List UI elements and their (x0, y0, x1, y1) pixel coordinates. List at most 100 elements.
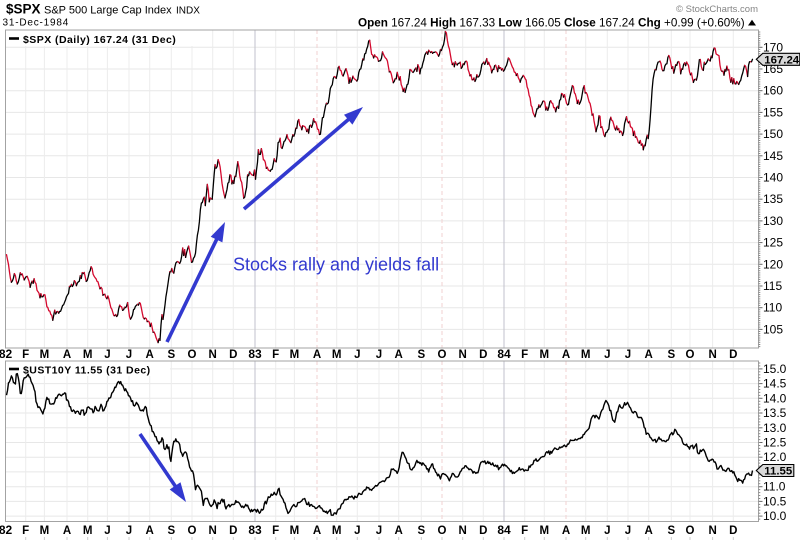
svg-text:M: M (581, 525, 591, 537)
svg-text:S: S (417, 525, 425, 537)
svg-text:11.55: 11.55 (764, 466, 793, 478)
svg-text:M: M (332, 525, 342, 537)
svg-text:J: J (354, 525, 360, 537)
svg-text:O: O (686, 349, 695, 361)
svg-text:M: M (290, 349, 300, 361)
svg-text:M: M (40, 349, 50, 361)
svg-text:82: 82 (0, 347, 12, 361)
svg-text:A: A (645, 349, 653, 361)
svg-text:J: J (104, 525, 110, 537)
svg-text:J: J (104, 349, 110, 361)
svg-text:A: A (63, 525, 71, 537)
svg-text:170: 170 (763, 40, 783, 54)
svg-text:$SPX: $SPX (6, 2, 41, 17)
svg-text:D: D (729, 349, 737, 361)
svg-text:A: A (395, 525, 403, 537)
svg-text:125: 125 (763, 236, 783, 250)
svg-text:120: 120 (763, 257, 783, 271)
svg-text:O: O (686, 525, 695, 537)
svg-text:13.0: 13.0 (763, 421, 787, 435)
svg-text:J: J (126, 349, 132, 361)
svg-text:O: O (188, 525, 197, 537)
svg-text:J: J (604, 525, 610, 537)
svg-text:O: O (188, 349, 197, 361)
svg-text:D: D (229, 349, 237, 361)
svg-text:S: S (667, 525, 675, 537)
svg-text:155: 155 (763, 105, 783, 119)
svg-text:A: A (395, 349, 403, 361)
svg-text:J: J (604, 349, 610, 361)
svg-text:12.5: 12.5 (763, 436, 787, 450)
svg-text:N: N (459, 525, 467, 537)
svg-text:F: F (22, 349, 29, 361)
svg-text:O: O (438, 349, 447, 361)
svg-text:145: 145 (763, 149, 783, 163)
svg-text:N: N (209, 349, 217, 361)
svg-text:D: D (479, 349, 487, 361)
svg-text:10.5: 10.5 (763, 494, 787, 508)
svg-text:O: O (438, 525, 447, 537)
svg-text:A: A (313, 525, 321, 537)
svg-text:83: 83 (248, 523, 262, 537)
svg-text:N: N (459, 349, 467, 361)
svg-text:S: S (417, 349, 425, 361)
svg-text:14.5: 14.5 (763, 377, 787, 391)
svg-text:13.5: 13.5 (763, 406, 787, 420)
svg-text:S: S (167, 525, 175, 537)
svg-text:F: F (272, 349, 279, 361)
svg-text:83: 83 (248, 347, 262, 361)
svg-text:N: N (708, 525, 716, 537)
svg-text:N: N (209, 525, 217, 537)
svg-text:A: A (313, 349, 321, 361)
svg-text:F: F (521, 349, 528, 361)
svg-text:110: 110 (763, 301, 782, 315)
svg-text:Open 167.24 High 167.33 Low 16: Open 167.24 High 167.33 Low 166.05 Close… (358, 17, 745, 30)
svg-text:11.0: 11.0 (763, 480, 786, 494)
svg-text:160: 160 (763, 84, 783, 98)
svg-text:S: S (667, 349, 675, 361)
svg-text:A: A (146, 525, 154, 537)
svg-text:M: M (290, 525, 300, 537)
svg-text:$SPX (Daily) 167.24 (31 Dec): $SPX (Daily) 167.24 (31 Dec) (23, 34, 176, 46)
svg-text:84: 84 (497, 523, 511, 537)
svg-text:INDX: INDX (176, 6, 200, 17)
svg-text:F: F (521, 525, 528, 537)
svg-text:J: J (376, 349, 382, 361)
svg-text:M: M (83, 349, 93, 361)
svg-text:S: S (167, 349, 175, 361)
svg-text:115: 115 (763, 279, 782, 293)
svg-text:J: J (354, 349, 360, 361)
svg-text:105: 105 (763, 322, 783, 336)
svg-text:D: D (729, 525, 737, 537)
svg-text:130: 130 (763, 214, 783, 228)
svg-text:Stocks rally and yields fall: Stocks rally and yields fall (233, 255, 439, 275)
svg-text:D: D (229, 525, 237, 537)
svg-text:F: F (272, 525, 279, 537)
svg-text:15.0: 15.0 (763, 362, 787, 376)
svg-text:J: J (625, 349, 631, 361)
svg-text:F: F (22, 525, 29, 537)
svg-text:M: M (540, 525, 550, 537)
svg-text:M: M (83, 525, 93, 537)
svg-text:$UST10Y 11.55 (31 Dec): $UST10Y 11.55 (31 Dec) (23, 365, 151, 377)
svg-text:135: 135 (763, 192, 783, 206)
svg-text:M: M (332, 349, 342, 361)
svg-text:J: J (126, 525, 132, 537)
svg-text:J: J (625, 525, 631, 537)
svg-text:M: M (540, 349, 550, 361)
svg-text:14.0: 14.0 (763, 391, 787, 405)
svg-text:A: A (645, 525, 653, 537)
svg-text:A: A (146, 349, 154, 361)
svg-text:167.24: 167.24 (764, 55, 800, 67)
svg-text:D: D (479, 525, 487, 537)
svg-text:A: A (63, 349, 71, 361)
svg-text:A: A (562, 349, 570, 361)
svg-text:82: 82 (0, 523, 12, 537)
svg-text:N: N (708, 349, 716, 361)
svg-text:M: M (581, 349, 591, 361)
svg-text:150: 150 (763, 127, 783, 141)
svg-text:12.0: 12.0 (763, 450, 787, 464)
svg-text:10.0: 10.0 (763, 509, 787, 523)
svg-text:A: A (562, 525, 570, 537)
svg-text:J: J (376, 525, 382, 537)
